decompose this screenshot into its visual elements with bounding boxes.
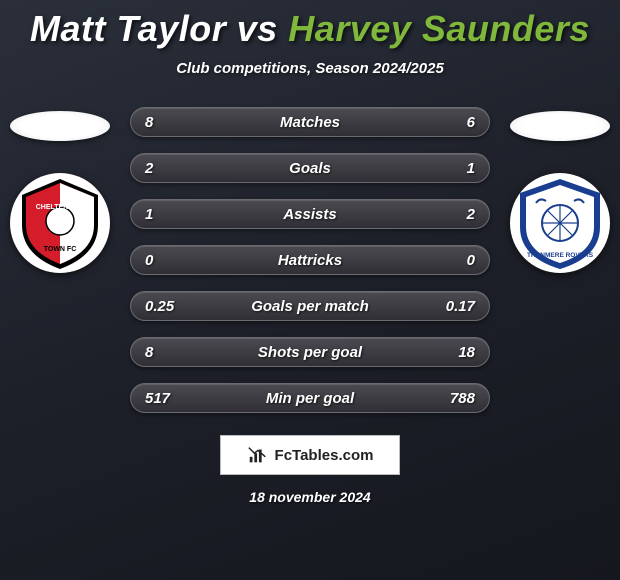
stat-row: 517Min per goal788 [130, 383, 490, 413]
stats-column: 8Matches6 2Goals1 1Assists2 0Hattricks0 0.25… [120, 107, 500, 413]
stat-left-value: 1 [145, 206, 185, 223]
vs-text: vs [237, 8, 278, 49]
stat-left-value: 0 [145, 252, 185, 269]
stat-right-value: 18 [435, 344, 475, 361]
stat-left-value: 8 [145, 344, 185, 361]
svg-text:TRANMERE ROVERS: TRANMERE ROVERS [527, 252, 594, 259]
stat-left-value: 0.25 [145, 298, 185, 315]
stat-right-value: 0.17 [435, 298, 475, 315]
comparison-title: Matt Taylor vs Harvey Saunders [0, 0, 620, 50]
stat-row: 1Assists2 [130, 199, 490, 229]
brand-box[interactable]: FcTables.com [220, 435, 400, 475]
brand-text: FcTables.com [275, 447, 374, 464]
svg-text:TOWN FC: TOWN FC [44, 246, 77, 253]
stat-left-value: 2 [145, 160, 185, 177]
right-side: TRANMERE ROVERS [500, 107, 620, 273]
stat-right-value: 1 [435, 160, 475, 177]
player2-photo-placeholder [510, 111, 610, 141]
stat-row: 0Hattricks0 [130, 245, 490, 275]
stat-right-value: 2 [435, 206, 475, 223]
svg-text:CHELTENHAM: CHELTENHAM [36, 204, 85, 211]
player1-photo-placeholder [10, 111, 110, 141]
stat-right-value: 0 [435, 252, 475, 269]
content-area: CHELTENHAM TOWN FC 8Matches6 2Goals1 1Assi… [0, 107, 620, 413]
subtitle: Club competitions, Season 2024/2025 [0, 60, 620, 77]
player2-name: Harvey Saunders [288, 8, 590, 49]
stat-right-value: 788 [435, 390, 475, 407]
stat-right-value: 6 [435, 114, 475, 131]
left-side: CHELTENHAM TOWN FC [0, 107, 120, 273]
player1-club-badge: CHELTENHAM TOWN FC [10, 173, 110, 273]
stat-left-value: 8 [145, 114, 185, 131]
date-text: 18 november 2024 [0, 489, 620, 505]
stat-row: 0.25Goals per match0.17 [130, 291, 490, 321]
player2-club-badge: TRANMERE ROVERS [510, 173, 610, 273]
stat-row: 8Shots per goal18 [130, 337, 490, 367]
bar-chart-icon [247, 444, 269, 466]
stat-left-value: 517 [145, 390, 185, 407]
tranmere-badge-icon: TRANMERE ROVERS [510, 173, 610, 273]
cheltenham-badge-icon: CHELTENHAM TOWN FC [10, 173, 110, 273]
player1-name: Matt Taylor [30, 8, 226, 49]
stat-row: 2Goals1 [130, 153, 490, 183]
stat-row: 8Matches6 [130, 107, 490, 137]
